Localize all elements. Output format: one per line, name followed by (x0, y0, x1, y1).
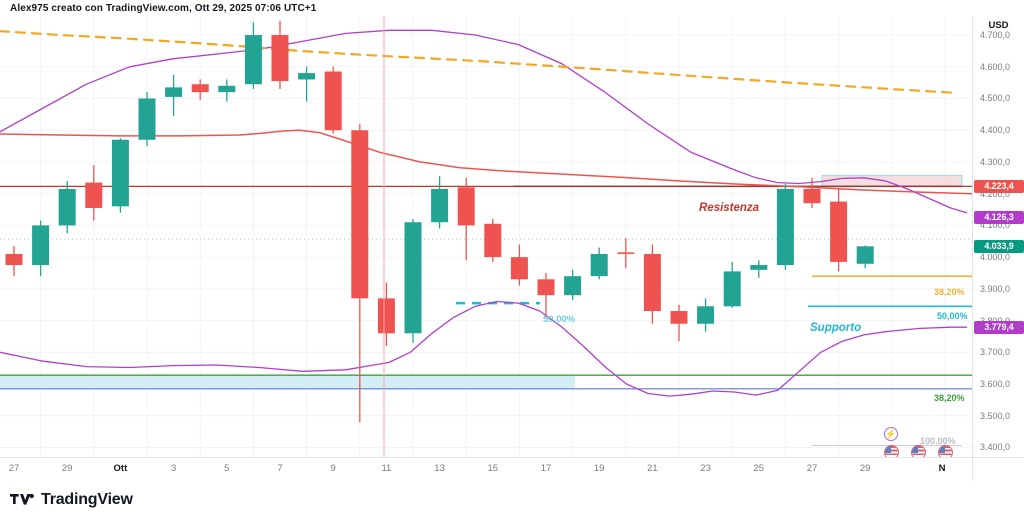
candle-body (58, 188, 76, 226)
candlesticks (5, 20, 874, 423)
candle-body (431, 188, 449, 223)
fib-label-50-mid[interactable]: 50,00% (543, 314, 576, 325)
annotation-supporto[interactable]: Supporto (810, 322, 862, 334)
time-axis-tick: 23 (700, 463, 711, 474)
time-axis[interactable]: 27 29 Ott 3 5 7 9 11 13 15 17 19 21 23 25 27 29 N (0, 457, 1024, 482)
time-axis-tick: 19 (593, 463, 605, 474)
price-axis[interactable]: USD 4.700,0 4.600,0 4.500,0 4.400,0 4.300,0 4… (972, 16, 1024, 457)
candle-body (457, 187, 475, 226)
price-axis-tick: 4.100,0 (980, 220, 1011, 231)
fib-label-50-cyan[interactable]: 50,00% (937, 311, 968, 321)
time-axis-tick: 27 (806, 463, 818, 474)
candle-body (32, 225, 50, 266)
candle-body (484, 223, 502, 258)
us-flag-glyph (939, 446, 952, 457)
time-axis-tick: 13 (434, 463, 445, 474)
time-axis-tick: 21 (647, 463, 658, 474)
fib-label-100-grey[interactable]: 100,00% (920, 436, 956, 446)
axis-corner-divider (972, 458, 973, 482)
price-axis-tick: 4.300,0 (980, 156, 1011, 167)
candle-body (271, 35, 289, 82)
time-axis-tick: 3 (170, 463, 177, 474)
time-axis-tick: 9 (330, 463, 336, 474)
candle-body (617, 252, 635, 254)
chart-canvas (0, 16, 972, 457)
candle-body (138, 98, 156, 140)
candle-body (377, 298, 395, 334)
support-zone-cyan (0, 375, 575, 389)
time-axis-tick: 29 (61, 463, 73, 474)
us-flag-glyph (912, 446, 925, 457)
candle-body (298, 73, 316, 80)
level-lines (0, 185, 972, 390)
time-axis-tick: 11 (381, 463, 392, 474)
lightning-bolt-icon[interactable]: ⚡ (884, 427, 898, 441)
price-axis-tick: 3.700,0 (980, 347, 1011, 358)
us-flag-event-icon[interactable] (884, 445, 899, 457)
time-axis-tick: N (938, 463, 946, 474)
price-axis-tick: 4.400,0 (980, 125, 1011, 136)
price-axis-tick: 4.700,0 (980, 30, 1011, 41)
candle-body (165, 87, 183, 97)
candle-body (670, 311, 688, 324)
price-axis-tick: 4.000,0 (980, 252, 1011, 263)
tradingview-brand-label: TradingView (41, 491, 133, 508)
candle-body (830, 201, 848, 262)
time-axis-tick: 29 (859, 463, 871, 474)
candle-body (856, 246, 874, 264)
candle-body (218, 85, 236, 93)
candle-body (351, 130, 369, 299)
time-axis-tick: 17 (540, 463, 552, 474)
time-axis-tick: 7 (277, 463, 283, 474)
candle-body (537, 279, 555, 296)
us-flag-event-icon[interactable] (938, 445, 953, 457)
candle-body (244, 35, 262, 85)
price-axis-tick: 3.600,0 (980, 379, 1011, 390)
candle-body (697, 306, 715, 324)
candle-body (776, 188, 794, 266)
zones (0, 175, 963, 389)
attribution-watermark: Alex975 creato con TradingView.com, Ott … (10, 3, 317, 14)
price-axis-tick: 4.200,0 (980, 188, 1011, 199)
price-tag[interactable]: 4.223,4 (974, 179, 1024, 193)
candle-body (643, 253, 661, 312)
time-axis-tick: Ott (113, 463, 128, 474)
price-tag[interactable]: 3.779,4 (974, 320, 1024, 334)
fib-label-382-green[interactable]: 38,20% (934, 393, 965, 403)
candle-body (590, 253, 608, 277)
us-flag-event-icon[interactable] (911, 445, 926, 457)
time-axis-tick: 15 (487, 463, 499, 474)
time-axis-tick: 25 (753, 463, 765, 474)
price-axis-tick: 4.600,0 (980, 61, 1011, 72)
price-axis-tick: 4.500,0 (980, 93, 1011, 104)
candle-body (324, 71, 342, 131)
time-axis-tick: 27 (8, 463, 20, 474)
resistance-zone-pink (821, 175, 963, 187)
candle-body (5, 253, 23, 266)
price-axis-currency: USD (988, 20, 1009, 31)
chart-pane[interactable]: Resistenza Supporto 38,20% 50,00% 38,20% 100,… (0, 16, 972, 457)
price-axis-tick: 3.900,0 (980, 283, 1011, 294)
us-flag-glyph (885, 446, 898, 457)
annotation-resistenza[interactable]: Resistenza (699, 202, 760, 214)
candle-body (191, 84, 209, 93)
price-axis-tick: 3.400,0 (980, 442, 1011, 453)
candle-body (564, 276, 582, 296)
price-tag[interactable]: 4.033,9 (974, 239, 1024, 253)
candle-body (723, 271, 741, 307)
price-tag[interactable]: 4.126,3 (974, 210, 1024, 224)
price-axis-tick: 3.500,0 (980, 410, 1011, 421)
candle-body (750, 265, 768, 270)
candle-body (404, 222, 422, 334)
candle-body (85, 182, 103, 208)
time-axis-tick: 5 (224, 463, 230, 474)
footer-bar: TradingView (0, 481, 1024, 519)
candle-body (111, 139, 129, 207)
tradingview-logo-icon (10, 493, 34, 505)
fib-label-382-orange[interactable]: 38,20% (934, 287, 965, 297)
price-axis-tick: 3.800,0 (980, 316, 1010, 326)
candle-body (510, 257, 528, 280)
candle-body (803, 188, 821, 204)
